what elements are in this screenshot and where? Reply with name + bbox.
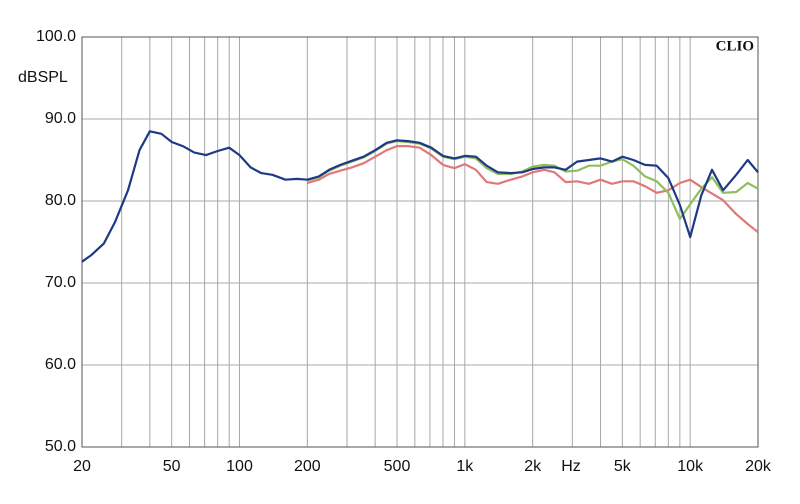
annotation: CLIO (716, 38, 754, 54)
y-axis-label: dBSPL (18, 69, 68, 86)
y-tick-label: 90.0 (45, 110, 76, 127)
y-tick-label: 80.0 (45, 192, 76, 209)
x-tick-label: 2k (524, 458, 542, 475)
x-tick-label: 200 (294, 458, 321, 475)
x-tick-label: 10k (677, 458, 704, 475)
x-axis-label: Hz (561, 458, 581, 475)
y-tick-label: 60.0 (45, 356, 76, 373)
x-tick-label: 20k (745, 458, 772, 475)
x-tick-label: 100 (226, 458, 253, 475)
x-tick-label: 50 (163, 458, 181, 475)
y-tick-label: 100.0 (36, 28, 76, 45)
y-tick-label: 50.0 (45, 438, 76, 455)
x-tick-label: 5k (614, 458, 632, 475)
x-tick-label: 1k (456, 458, 474, 475)
y-tick-label: 70.0 (45, 274, 76, 291)
series-line (81, 130, 759, 263)
x-tick-label: 20 (73, 458, 91, 475)
x-tick-label: 500 (384, 458, 411, 475)
plot-frame (81, 36, 759, 448)
series-line (306, 145, 759, 234)
